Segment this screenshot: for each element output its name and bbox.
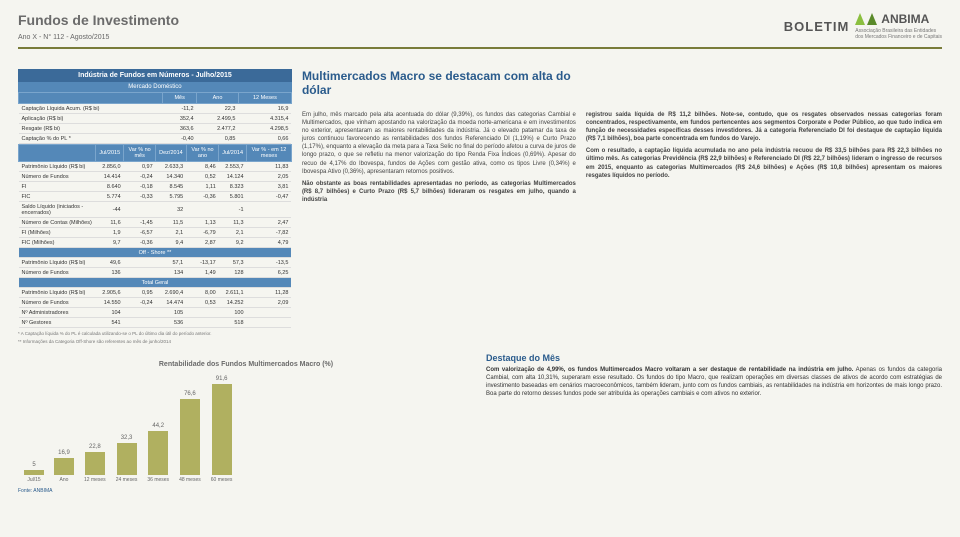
bar-chart: Rentabilidade dos Fundos Multimercados M… bbox=[18, 361, 474, 494]
page-header: Fundos de Investimento Ano X - N° 112 - … bbox=[18, 12, 942, 49]
article-title: Multimercados Macro se destacam com alta… bbox=[302, 69, 576, 97]
destaque-title: Destaque do Mês bbox=[486, 353, 942, 363]
destaque-box: Destaque do Mês Com valorização de 4,99%… bbox=[486, 353, 942, 494]
table-note-1: * A Captação líquida % do PL é calculada… bbox=[18, 331, 292, 336]
boletim-label: BOLETIM bbox=[784, 19, 850, 34]
anbima-logo: ANBIMA bbox=[855, 12, 942, 26]
assoc-text: Associação Brasileira das Entidades dos … bbox=[855, 28, 942, 40]
summary-table-1: MêsAno12 Meses Captação Líquida Acum. (R… bbox=[18, 92, 292, 144]
table-sub-domestic: Mercado Doméstico bbox=[18, 82, 292, 92]
doc-sub: Ano X - N° 112 - Agosto/2015 bbox=[18, 34, 179, 41]
summary-table-2: Jul/2015Var % no mêsDez/2014Var % no ano… bbox=[18, 144, 292, 328]
table-note-2: ** Informações da Categoria Off-Shore sã… bbox=[18, 339, 292, 344]
doc-title: Fundos de Investimento bbox=[18, 12, 179, 28]
article-col-1: Em julho, mês marcado pela alta acentuad… bbox=[302, 111, 576, 208]
article-col-2: registrou saída líquida de R$ 11,2 bilhõ… bbox=[586, 111, 942, 208]
table-title: Indústria de Fundos em Números - Julho/2… bbox=[18, 69, 292, 82]
chart-source: Fonte: ANBIMA bbox=[18, 488, 474, 494]
chart-title: Rentabilidade dos Fundos Multimercados M… bbox=[18, 361, 474, 368]
